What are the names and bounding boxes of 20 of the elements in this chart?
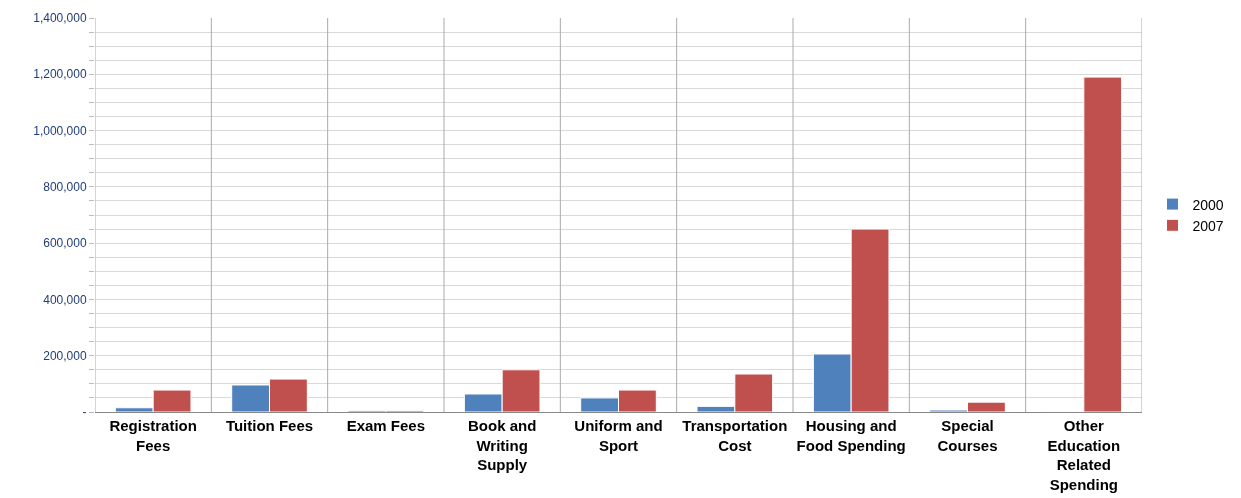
bar [1083, 76, 1123, 412]
x-tick-label: Special Courses [937, 417, 998, 454]
y-tick-label: 1,200,000 [33, 67, 87, 82]
x-tick-label: Other Education Related Spending [1047, 417, 1121, 493]
x-tick-label: Housing and Food Spending [796, 417, 906, 454]
y-tick-label: 600,000 [43, 236, 87, 251]
legend-label: 2000 [1192, 196, 1224, 213]
x-tick-label: Tuition Fees [225, 417, 314, 434]
y-tick-label: 200,000 [43, 348, 87, 363]
x-tick-label: Registration Fees [109, 417, 197, 454]
x-tick-label: Book and Writing Supply [468, 417, 537, 473]
x-tick-label: Uniform and Sport [574, 417, 663, 454]
legend-label: 2007 [1192, 217, 1224, 234]
y-tick-label: - [82, 405, 87, 420]
y-tick-label: 800,000 [43, 180, 87, 195]
y-tick-label: 1,000,000 [33, 123, 87, 138]
y-tick-label: 400,000 [43, 292, 87, 307]
x-tick-label: Transportation Cost [682, 417, 788, 454]
y-tick-label: 1,400,000 [33, 11, 87, 26]
x-tick-label: Exam Fees [346, 417, 426, 434]
